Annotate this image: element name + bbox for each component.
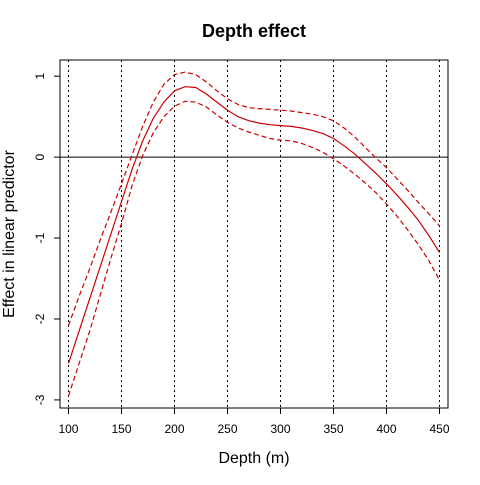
y-tick-label--1: -1 — [33, 232, 47, 243]
x-tick-label-250: 250 — [217, 422, 237, 436]
x-tick-label-200: 200 — [164, 422, 184, 436]
y-tick-label--2: -2 — [33, 313, 47, 324]
y-tick-label-1: 1 — [33, 73, 47, 80]
plot-frame — [59, 59, 449, 409]
x-tick-label-150: 150 — [111, 422, 131, 436]
series-layer — [67, 71, 441, 397]
x-axis-label: Depth (m) — [218, 450, 289, 467]
x-tick-label-400: 400 — [376, 422, 396, 436]
y-tick-label--3: -3 — [33, 394, 47, 405]
grid-layer — [67, 60, 441, 408]
x-tick-label-300: 300 — [270, 422, 290, 436]
x-tick-label-100: 100 — [58, 422, 78, 436]
chart-title: Depth effect — [202, 21, 306, 41]
series-line-fit — [67, 86, 441, 364]
y-axis-label: Effect in linear predictor — [1, 149, 18, 317]
y-tick-label-0: 0 — [33, 153, 47, 160]
series-line-lower — [67, 100, 441, 397]
x-tick-label-450: 450 — [430, 422, 450, 436]
axis-layer: 100 150 200 250 300 350 400 450 -3 -2 -1 0 1 — [33, 73, 450, 436]
series-line-upper — [67, 71, 440, 326]
x-tick-label-350: 350 — [323, 422, 343, 436]
